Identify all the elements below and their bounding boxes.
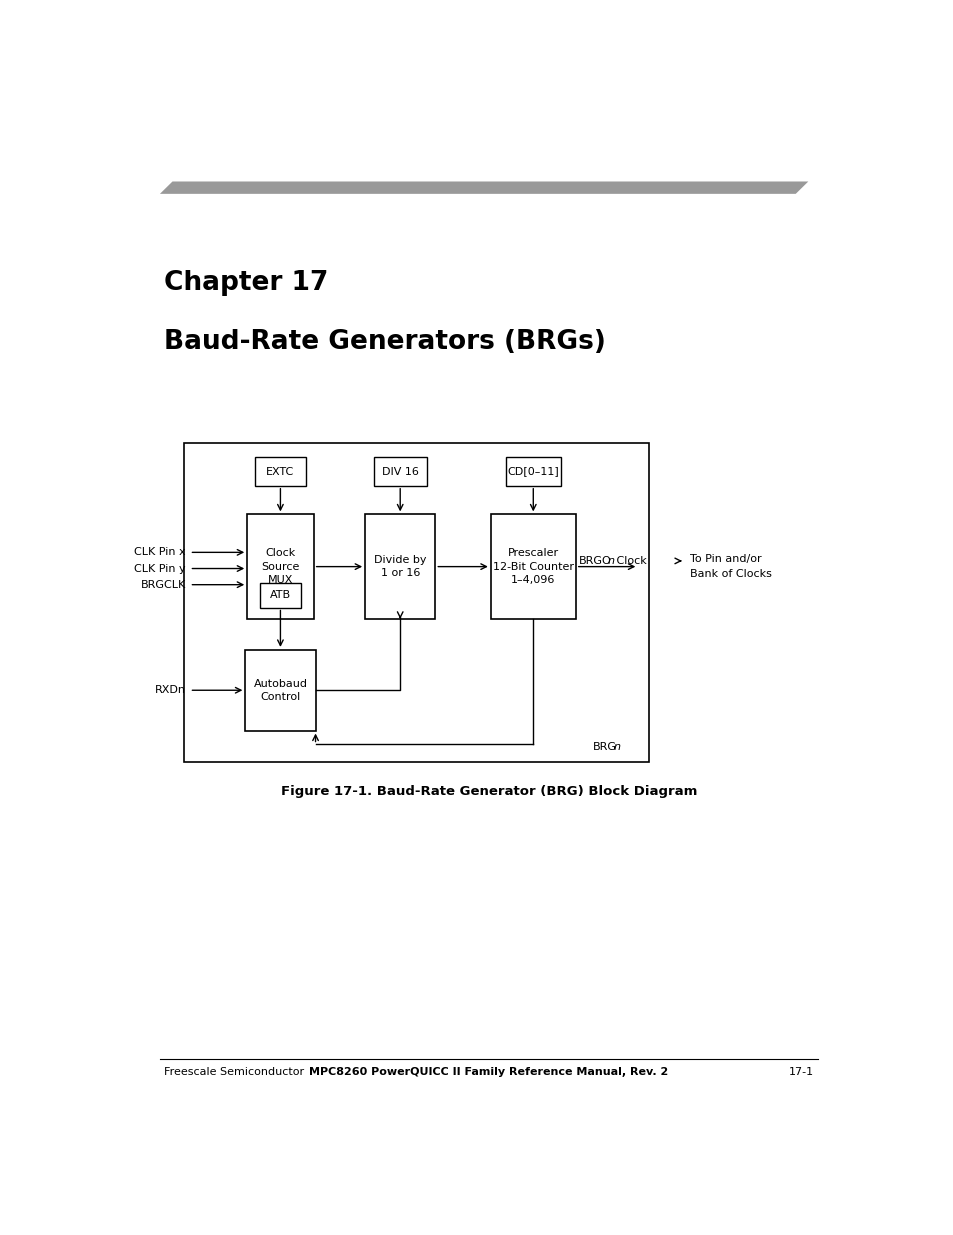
FancyBboxPatch shape [245, 650, 315, 731]
Text: Prescaler
12-Bit Counter
1–4,096: Prescaler 12-Bit Counter 1–4,096 [493, 548, 573, 585]
Text: MPC8260 PowerQUICC II Family Reference Manual, Rev. 2: MPC8260 PowerQUICC II Family Reference M… [309, 1067, 668, 1077]
FancyBboxPatch shape [490, 514, 576, 619]
FancyBboxPatch shape [374, 457, 426, 485]
Text: n: n [613, 742, 619, 752]
Text: 17-1: 17-1 [788, 1067, 813, 1077]
Text: Divide by
1 or 16: Divide by 1 or 16 [374, 555, 426, 578]
Text: ATB: ATB [270, 590, 291, 600]
Text: Clock
Source
MUX: Clock Source MUX [261, 548, 299, 585]
FancyBboxPatch shape [254, 457, 306, 485]
Text: BRGCLK: BRGCLK [140, 579, 186, 589]
FancyBboxPatch shape [365, 514, 435, 619]
Text: Bank of Clocks: Bank of Clocks [689, 569, 771, 579]
Text: Figure 17-1. Baud-Rate Generator (BRG) Block Diagram: Figure 17-1. Baud-Rate Generator (BRG) B… [280, 785, 697, 798]
FancyBboxPatch shape [183, 443, 649, 762]
FancyBboxPatch shape [260, 583, 300, 608]
Text: EXTC: EXTC [266, 467, 294, 477]
Polygon shape [160, 182, 807, 194]
Text: Autobaud
Control: Autobaud Control [253, 679, 307, 701]
Text: DIV 16: DIV 16 [381, 467, 418, 477]
Text: RXDn: RXDn [154, 685, 186, 695]
Text: CD[0–11]: CD[0–11] [507, 467, 558, 477]
Text: BRG: BRG [592, 742, 616, 752]
Text: Clock: Clock [613, 556, 646, 566]
Text: BRGO: BRGO [578, 556, 611, 566]
Text: CLK Pin y: CLK Pin y [134, 563, 186, 573]
FancyBboxPatch shape [247, 514, 314, 619]
Text: CLK Pin x: CLK Pin x [134, 547, 186, 557]
Text: Baud-Rate Generators (BRGs): Baud-Rate Generators (BRGs) [164, 329, 605, 354]
Text: Chapter 17: Chapter 17 [164, 269, 328, 295]
Text: To Pin and/or: To Pin and/or [689, 555, 760, 564]
FancyBboxPatch shape [505, 457, 560, 485]
Text: Freescale Semiconductor: Freescale Semiconductor [164, 1067, 303, 1077]
Text: n: n [606, 556, 614, 566]
